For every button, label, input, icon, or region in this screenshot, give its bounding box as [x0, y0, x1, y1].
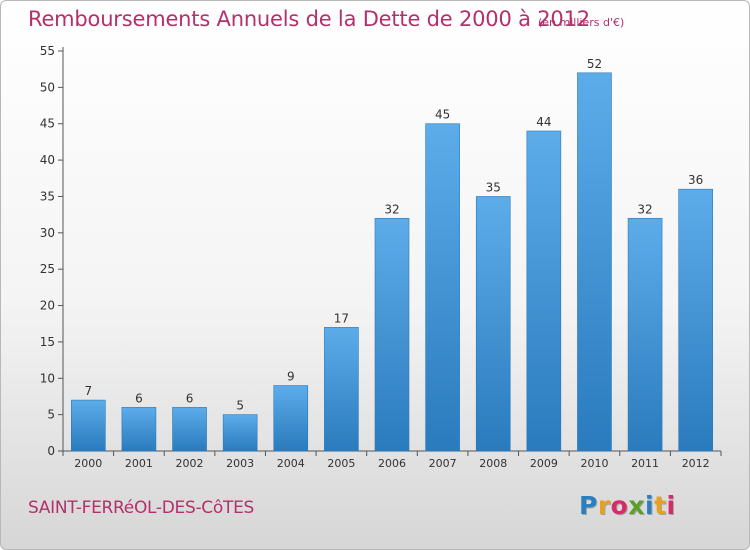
x-tick-label: 2011: [631, 457, 659, 470]
bar-value-label: 32: [384, 202, 399, 216]
x-tick-label: 2001: [125, 457, 153, 470]
bar-value-label: 5: [236, 399, 244, 413]
place-name: SAINT-FERRéOL-DES-CôTES: [28, 498, 254, 518]
y-tick-label: 10: [40, 371, 55, 385]
y-tick-label: 15: [40, 335, 55, 349]
y-tick-label: 0: [47, 444, 55, 458]
bar-value-label: 44: [536, 115, 551, 129]
chart-title: Remboursements Annuels de la Dette de 20…: [28, 7, 590, 31]
bar-value-label: 35: [486, 180, 501, 194]
bar-2003: [222, 414, 258, 452]
bar-value-label: 6: [186, 391, 194, 405]
x-tick-label: 2012: [682, 457, 710, 470]
y-tick-label: 55: [40, 44, 55, 58]
bar-2012: [678, 188, 713, 452]
bar-value-label: 45: [435, 108, 450, 122]
logo-letter: t: [654, 491, 667, 520]
bar-2000: [71, 399, 106, 452]
x-tick-label: 2002: [176, 457, 204, 470]
x-tick-label: 2010: [580, 457, 608, 470]
bar-2001: [121, 407, 157, 452]
y-tick-label: 50: [40, 80, 55, 94]
bar-2006: [374, 217, 410, 452]
y-tick-label: 45: [40, 117, 55, 131]
x-tick-label: 2004: [277, 457, 305, 470]
bar-2004: [273, 385, 309, 452]
logo-letter: r: [597, 491, 611, 520]
x-tick-label: 2006: [378, 457, 406, 470]
logo-letter: x: [628, 491, 645, 520]
proxiti-logo[interactable]: Proxiti: [579, 491, 676, 520]
logo-letter: o: [610, 491, 629, 520]
bar-value-label: 6: [135, 391, 143, 405]
x-tick-label: 2003: [226, 457, 254, 470]
y-tick-label: 35: [40, 189, 55, 203]
bar-2005: [324, 327, 359, 452]
bar-value-label: 17: [334, 311, 349, 325]
bar-value-label: 9: [287, 370, 295, 384]
x-tick-label: 2009: [530, 457, 558, 470]
bar-value-label: 32: [637, 202, 652, 216]
bar-value-label: 52: [587, 57, 602, 71]
chart-axes: 0 5 10 15 20 25 30 35 40 45 50 55: [40, 44, 722, 458]
logo-letter: P: [579, 491, 598, 520]
x-tick-label: 2000: [74, 457, 102, 470]
chart-unit-label: (en milliers d'€): [538, 16, 625, 29]
y-tick-label: 20: [40, 299, 55, 313]
bar-2008: [475, 196, 511, 452]
bar-2010: [577, 72, 612, 452]
y-tick-label: 25: [40, 262, 55, 276]
y-tick-label: 5: [47, 408, 55, 422]
bar-2002: [172, 407, 207, 452]
logo-letter: i: [645, 491, 655, 520]
y-tick-label: 30: [40, 226, 55, 240]
bar-2011: [627, 217, 663, 452]
x-tick-label: 2007: [429, 457, 457, 470]
bar-2009: [526, 130, 562, 452]
chart-labels: 7 2000 6 2001 6 2002 5 2003 9 2004 17 2005 32 2006 45 2…: [74, 57, 709, 470]
bar-value-label: 36: [688, 173, 703, 187]
x-tick-label: 2005: [327, 457, 355, 470]
x-tick-label: 2008: [479, 457, 507, 470]
bar-2007: [425, 123, 460, 452]
y-tick-label: 40: [40, 153, 55, 167]
chart-bars: [71, 72, 713, 452]
logo-letter: i: [666, 491, 676, 520]
bar-value-label: 7: [84, 384, 92, 398]
